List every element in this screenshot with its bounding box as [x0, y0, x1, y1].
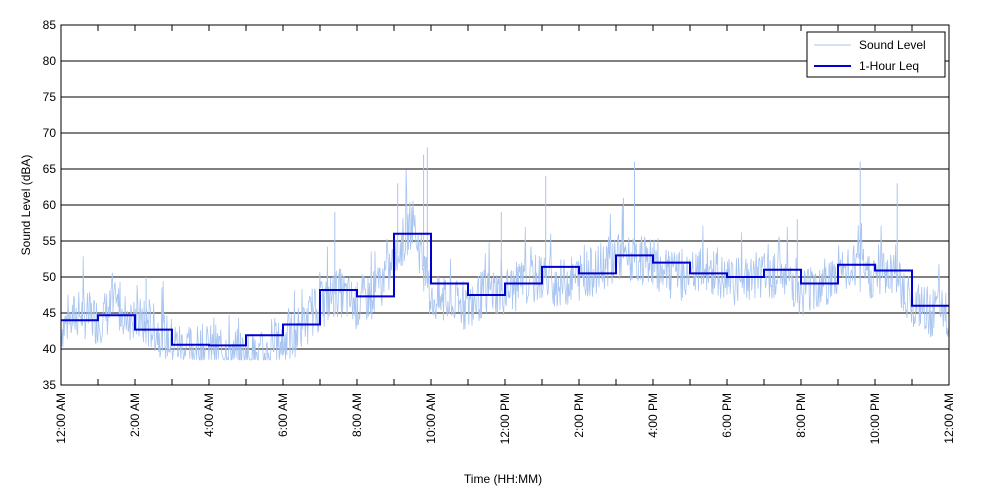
- legend: Sound Level 1-Hour Leq: [806, 31, 946, 78]
- legend-box: [806, 31, 946, 78]
- x-tick-labels: 12:00 AM 2:00 AM 4:00 AM 6:00 AM 8:00 AM 10:0…: [54, 393, 956, 444]
- series-sound-level: [60, 169, 950, 361]
- x-tick-label: 2:00 AM: [128, 393, 142, 437]
- plot-area-frame: [60, 24, 950, 386]
- x-tick-label: 10:00 PM: [868, 393, 882, 444]
- y-tick-label: 75: [43, 90, 57, 104]
- legend-label-1-hour-leq: 1-Hour Leq: [859, 59, 919, 73]
- x-tick-label: 12:00 AM: [54, 393, 68, 444]
- legend-label-sound-level: Sound Level: [859, 38, 926, 52]
- x-tick-label: 2:00 PM: [572, 393, 586, 438]
- y-tick-label: 40: [43, 342, 57, 356]
- series-1-hour-leq: [61, 232, 949, 347]
- y-axis-label: Sound Level (dBA): [19, 155, 33, 256]
- x-tick-label: 12:00 PM: [498, 393, 512, 444]
- x-axis-label: Time (HH:MM): [464, 472, 542, 486]
- y-tick-label: 55: [43, 234, 57, 248]
- y-tick-label: 85: [43, 18, 57, 32]
- x-tick-label: 6:00 PM: [720, 393, 734, 438]
- y-tick-labels: 35 40 45 50 55 60 65 70 75 80 85: [43, 18, 57, 392]
- x-tick-label: 4:00 PM: [646, 393, 660, 438]
- y-tick-label: 65: [43, 162, 57, 176]
- y-tick-label: 60: [43, 198, 57, 212]
- x-tick-label: 8:00 PM: [794, 393, 808, 438]
- x-tick-marks: [60, 25, 950, 385]
- y-tick-label: 80: [43, 54, 57, 68]
- series-layer: [60, 147, 950, 361]
- x-tick-label: 12:00 AM: [942, 393, 956, 444]
- x-tick-label: 10:00 AM: [424, 393, 438, 444]
- gridlines: [61, 60, 949, 350]
- y-tick-label: 45: [43, 306, 57, 320]
- y-tick-label: 50: [43, 270, 57, 284]
- y-tick-label: 70: [43, 126, 57, 140]
- x-tick-label: 4:00 AM: [202, 393, 216, 437]
- y-tick-label: 35: [43, 378, 57, 392]
- x-tick-label: 8:00 AM: [350, 393, 364, 437]
- x-tick-label: 6:00 AM: [276, 393, 290, 437]
